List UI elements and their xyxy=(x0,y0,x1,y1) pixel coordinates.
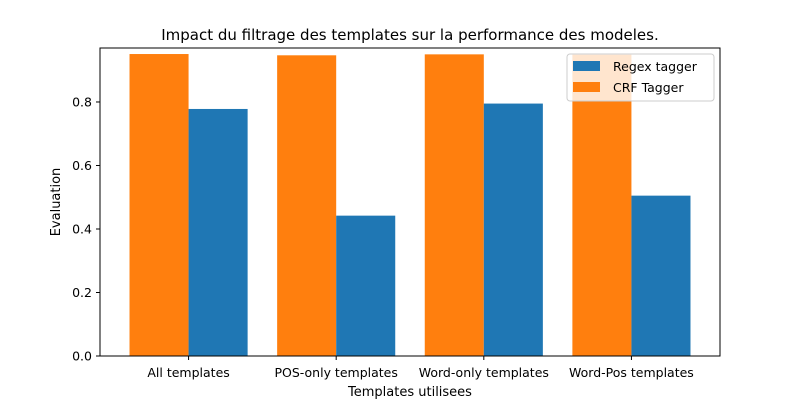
legend-box xyxy=(566,53,715,102)
x-axis: All templates POS-only templates Word-only… xyxy=(147,356,694,380)
y-tick-label: 0.4 xyxy=(72,221,92,236)
bar-crf-tagger-3 xyxy=(572,54,632,357)
legend-label-crf: CRF Tagger xyxy=(613,80,684,95)
x-axis-label: Templates utilisees xyxy=(347,385,472,400)
x-tick-label: Word-Pos templates xyxy=(569,365,694,380)
y-tick-label: 0.0 xyxy=(72,349,92,364)
legend: Regex tagger CRF Tagger xyxy=(566,53,715,102)
legend-label-regex: Regex tagger xyxy=(613,59,698,74)
y-tick-label: 0.8 xyxy=(72,94,92,109)
y-tick-label: 0.6 xyxy=(72,158,92,173)
y-axis: 0.0 0.2 0.4 0.6 0.8 xyxy=(72,94,100,364)
bar-regex-tagger-3 xyxy=(631,195,691,356)
bar-crf-tagger-0 xyxy=(129,54,189,356)
chart-title: Impact du filtrage des templates sur la … xyxy=(161,26,659,44)
x-tick-label: POS-only templates xyxy=(274,365,397,380)
bars-layer xyxy=(129,54,691,357)
x-tick-label: All templates xyxy=(147,365,229,380)
plot-frame xyxy=(99,47,721,357)
bar-crf-tagger-2 xyxy=(424,54,484,356)
y-axis-label: Evaluation xyxy=(49,168,64,237)
bar-regex-tagger-1 xyxy=(336,215,396,356)
x-tick-label: Word-only templates xyxy=(419,365,549,380)
y-tick-label: 0.2 xyxy=(72,285,92,300)
legend-swatch-crf xyxy=(573,82,600,92)
bar-crf-tagger-1 xyxy=(277,55,337,357)
bar-regex-tagger-0 xyxy=(188,108,248,357)
bar-regex-tagger-2 xyxy=(483,103,543,356)
legend-swatch-regex xyxy=(573,61,600,71)
